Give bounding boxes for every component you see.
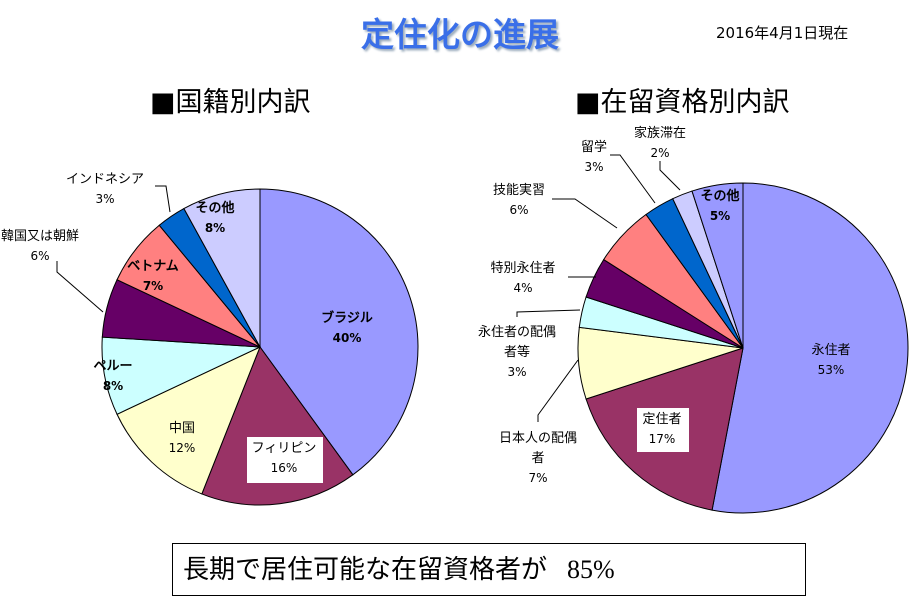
slice-percent: 5%	[710, 209, 730, 223]
data-label: 家族滞在 2%	[634, 125, 686, 160]
slice-percent: 2%	[650, 146, 669, 160]
data-label: その他 8%	[195, 200, 234, 235]
slice-label: ブラジル	[321, 310, 373, 326]
slice-percent: 4%	[513, 281, 532, 295]
pie-slice	[116, 346, 261, 495]
data-label: その他 5%	[700, 188, 739, 223]
slice-percent: 7%	[528, 471, 547, 485]
as-of-date: 2016年4月1日現在	[716, 24, 849, 42]
data-label: 中国 12%	[169, 421, 196, 455]
leader-line	[516, 309, 581, 317]
slice-percent: 6%	[30, 249, 49, 263]
pie-slice	[691, 182, 744, 349]
leader-line	[659, 161, 681, 191]
slice-percent: 17%	[649, 432, 676, 446]
slice-percent: 3%	[584, 160, 603, 174]
leader-line	[610, 154, 656, 204]
slice-label: 中国	[169, 421, 195, 436]
slice-label: 韓国又は朝鮮	[1, 229, 79, 244]
slice-label: 技能実習	[493, 182, 545, 198]
data-label: 韓国又は朝鮮 6%	[1, 229, 79, 263]
slice-label: 永住者	[811, 343, 850, 358]
pie-slice	[711, 182, 909, 514]
slice-label: 者	[531, 451, 544, 466]
leader-line	[537, 359, 579, 422]
summary-box: 長期で居住可能な在留資格者が 85%	[172, 543, 806, 596]
data-label: 永住者 53%	[811, 343, 850, 377]
summary-text: 長期で居住可能な在留資格者が	[183, 555, 548, 585]
slice-label: インドネシア	[66, 172, 144, 187]
data-label: 技能実習 6%	[493, 182, 545, 217]
slice-label: 定住者	[642, 412, 681, 427]
slice-label: 永住者の配偶	[478, 325, 556, 340]
pie-slice	[183, 188, 261, 348]
label-background	[247, 437, 323, 483]
slice-label: ベトナム	[127, 259, 179, 274]
slice-label: その他	[195, 200, 234, 216]
slice-label: 日本人の配偶	[499, 431, 577, 446]
data-label: 留学 3%	[581, 139, 607, 174]
slice-percent: 53%	[818, 363, 845, 377]
slice-percent: 16%	[271, 461, 298, 475]
label-background	[637, 408, 689, 452]
slice-percent: 40%	[333, 331, 362, 345]
leader-line	[56, 261, 104, 313]
data-label: フィリピン 16%	[252, 441, 317, 475]
data-label: インドネシア 3%	[66, 172, 144, 206]
summary-value: 85%	[567, 555, 615, 584]
slice-label: 者等	[504, 344, 530, 360]
slice-label: その他	[700, 188, 739, 204]
chart-title-status: ■在留資格別内訳	[575, 87, 790, 118]
slice-label: ペルー	[93, 359, 132, 374]
slice-label: フィリピン	[252, 441, 317, 456]
data-label: ベトナム 7%	[127, 259, 179, 293]
pie-slice	[259, 188, 419, 476]
slice-percent: 3%	[507, 365, 526, 379]
data-label: 特別永住者 4%	[490, 261, 555, 295]
page-title: 定住化の進展	[361, 15, 559, 54]
slice-label: 特別永住者	[490, 261, 555, 276]
data-label: 定住者 17%	[642, 412, 681, 446]
slice-percent: 6%	[509, 203, 528, 217]
slice-percent: 8%	[103, 379, 123, 393]
chart-title-nationality: ■国籍別内訳	[150, 87, 311, 118]
data-label: ペルー 8%	[93, 359, 132, 393]
slice-percent: 8%	[205, 221, 225, 235]
slice-percent: 12%	[169, 441, 196, 455]
slice-percent: 3%	[95, 192, 114, 206]
slice-label: 留学	[581, 139, 607, 155]
slice-label: 家族滞在	[634, 125, 686, 141]
leader-line	[155, 185, 171, 213]
data-label: ブラジル 40%	[321, 310, 373, 345]
leader-line	[552, 198, 618, 229]
slice-percent: 7%	[143, 279, 163, 293]
